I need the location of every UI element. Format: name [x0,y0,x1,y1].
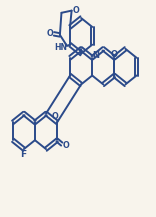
Text: F: F [20,150,27,159]
Text: O: O [73,6,80,15]
Text: N: N [92,51,99,61]
Text: HN: HN [54,43,67,53]
Text: O: O [46,29,53,38]
Text: O: O [111,50,118,59]
Text: O: O [52,112,59,121]
Text: O: O [63,141,70,150]
